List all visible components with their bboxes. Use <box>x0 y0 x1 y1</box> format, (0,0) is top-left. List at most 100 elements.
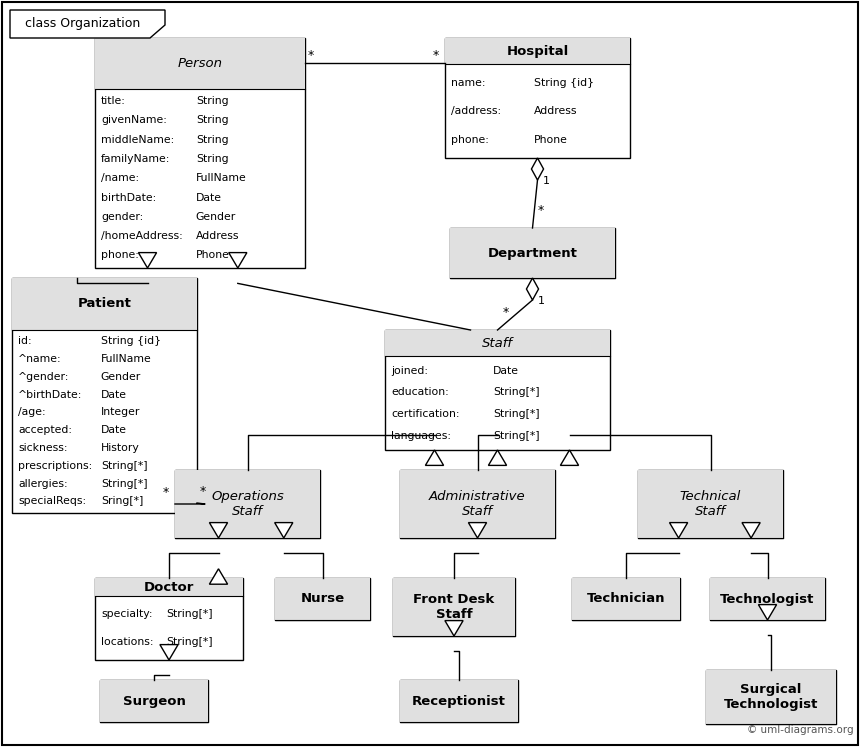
Bar <box>706 670 836 724</box>
Polygon shape <box>10 10 165 38</box>
Text: Receptionist: Receptionist <box>412 695 506 707</box>
Text: Technician: Technician <box>587 592 666 606</box>
Text: specialReqs:: specialReqs: <box>18 497 86 506</box>
Text: middleName:: middleName: <box>101 134 175 145</box>
Bar <box>400 680 518 722</box>
Bar <box>710 578 825 620</box>
Bar <box>95 38 305 268</box>
Text: locations:: locations: <box>101 637 153 647</box>
Bar <box>445 38 630 158</box>
Bar <box>400 680 518 722</box>
Bar <box>12 278 197 329</box>
Text: Surgeon: Surgeon <box>123 695 186 707</box>
Text: certification:: certification: <box>391 409 459 419</box>
Polygon shape <box>209 568 228 584</box>
Text: String[*]: String[*] <box>101 479 147 489</box>
Text: phone:: phone: <box>451 134 488 145</box>
Text: prescriptions:: prescriptions: <box>18 461 92 471</box>
Text: History: History <box>101 443 139 453</box>
Polygon shape <box>561 450 579 465</box>
Bar <box>450 228 615 278</box>
Text: Phone: Phone <box>196 250 230 261</box>
Polygon shape <box>445 621 463 636</box>
Bar <box>710 578 825 620</box>
Text: Staff: Staff <box>482 337 513 350</box>
Text: /age:: /age: <box>18 407 46 418</box>
Bar <box>450 228 615 278</box>
Bar <box>100 680 208 722</box>
Text: Gender: Gender <box>196 212 236 222</box>
Text: Department: Department <box>488 247 577 259</box>
Text: String {id}: String {id} <box>101 336 161 347</box>
Text: Address: Address <box>196 231 239 241</box>
Text: Technical
Staff: Technical Staff <box>680 490 741 518</box>
Text: Address: Address <box>534 106 577 117</box>
Text: *: * <box>502 306 509 319</box>
Text: Patient: Patient <box>77 297 132 310</box>
Polygon shape <box>469 523 487 538</box>
Text: String: String <box>196 134 229 145</box>
Bar <box>445 38 630 64</box>
Text: FullName: FullName <box>101 354 151 364</box>
Text: sickness:: sickness: <box>18 443 67 453</box>
Text: title:: title: <box>101 96 126 106</box>
Bar <box>175 470 320 538</box>
Bar <box>385 330 610 450</box>
Text: String[*]: String[*] <box>493 387 539 397</box>
Bar <box>638 470 783 538</box>
Text: Nurse: Nurse <box>300 592 345 606</box>
Polygon shape <box>138 252 157 268</box>
Polygon shape <box>488 450 507 465</box>
Polygon shape <box>426 450 444 465</box>
Polygon shape <box>759 604 777 620</box>
Text: © uml-diagrams.org: © uml-diagrams.org <box>746 725 853 735</box>
Text: education:: education: <box>391 387 449 397</box>
Polygon shape <box>160 645 178 660</box>
Text: String {id}: String {id} <box>534 78 593 88</box>
Bar <box>706 670 836 724</box>
Text: *: * <box>308 49 314 62</box>
Text: ^birthDate:: ^birthDate: <box>18 390 83 400</box>
Text: 1: 1 <box>543 176 550 186</box>
Text: Date: Date <box>101 425 126 436</box>
Text: String: String <box>196 96 229 106</box>
Bar <box>638 470 783 538</box>
Text: Hospital: Hospital <box>507 45 568 58</box>
Text: Administrative
Staff: Administrative Staff <box>429 490 525 518</box>
Text: *: * <box>200 485 206 498</box>
Text: birthDate:: birthDate: <box>101 193 157 202</box>
Text: String: String <box>196 154 229 164</box>
Text: *: * <box>538 204 544 217</box>
Bar <box>393 578 515 636</box>
Text: accepted:: accepted: <box>18 425 72 436</box>
Text: Date: Date <box>196 193 222 202</box>
Text: /address:: /address: <box>451 106 501 117</box>
Bar <box>400 470 555 538</box>
Polygon shape <box>742 523 760 538</box>
Text: Integer: Integer <box>101 407 140 418</box>
Polygon shape <box>531 158 544 180</box>
Bar <box>95 578 243 596</box>
Text: Phone: Phone <box>534 134 568 145</box>
Polygon shape <box>229 252 247 268</box>
Text: *: * <box>163 486 169 499</box>
Bar <box>275 578 370 620</box>
Text: Date: Date <box>493 365 519 376</box>
Text: String: String <box>196 116 229 125</box>
Text: ^gender:: ^gender: <box>18 372 70 382</box>
Text: Date: Date <box>101 390 126 400</box>
Polygon shape <box>209 523 228 538</box>
Text: Technologist: Technologist <box>721 592 814 606</box>
Text: allergies:: allergies: <box>18 479 68 489</box>
Bar <box>275 578 370 620</box>
Text: givenName:: givenName: <box>101 116 167 125</box>
Text: Person: Person <box>177 57 223 69</box>
Text: joined:: joined: <box>391 365 428 376</box>
Text: phone:: phone: <box>101 250 138 261</box>
Polygon shape <box>526 278 538 300</box>
Text: Sring[*]: Sring[*] <box>101 497 143 506</box>
Text: name:: name: <box>451 78 486 88</box>
Text: String[*]: String[*] <box>166 637 212 647</box>
Text: /homeAddress:: /homeAddress: <box>101 231 182 241</box>
Text: *: * <box>433 49 439 62</box>
